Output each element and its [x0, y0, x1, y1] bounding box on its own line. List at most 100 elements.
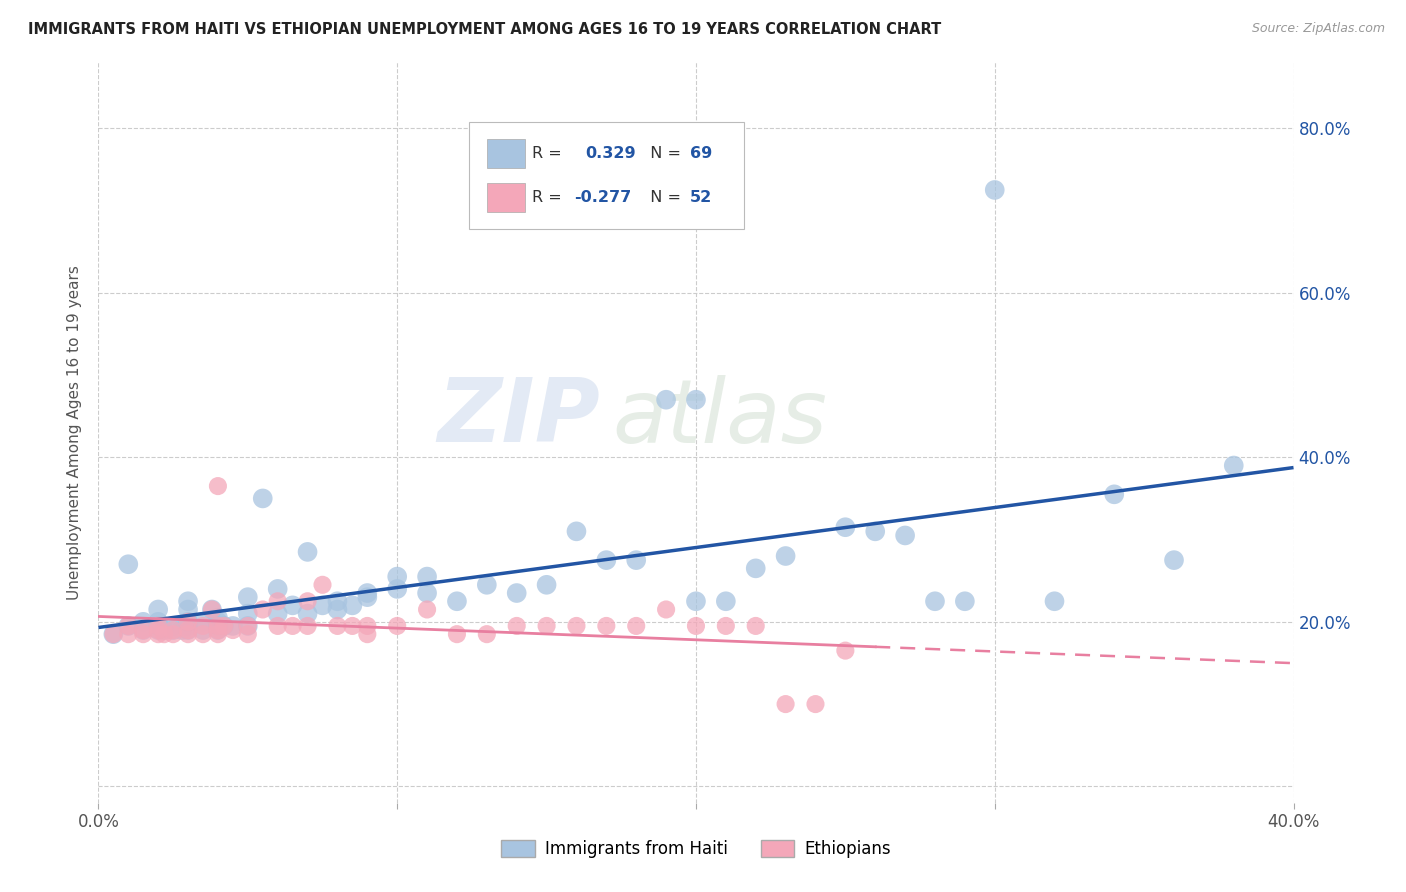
Point	[834, 643, 856, 657]
Point	[201, 602, 224, 616]
Point	[685, 392, 707, 407]
Point	[267, 594, 290, 608]
FancyBboxPatch shape	[486, 138, 524, 169]
Point	[506, 586, 529, 600]
Point	[191, 627, 214, 641]
Text: -0.277: -0.277	[574, 190, 631, 205]
Point	[297, 607, 319, 621]
Text: 0.329: 0.329	[585, 146, 636, 161]
Point	[236, 590, 259, 604]
Point	[191, 615, 214, 629]
Text: N =: N =	[640, 146, 686, 161]
Point	[326, 594, 349, 608]
Point	[212, 619, 235, 633]
Point	[172, 623, 194, 637]
Point	[267, 619, 290, 633]
Point	[416, 586, 439, 600]
Point	[536, 578, 558, 592]
Point	[1223, 458, 1246, 473]
Point	[207, 615, 229, 629]
Point	[207, 623, 229, 637]
Point	[191, 619, 214, 633]
Point	[775, 697, 797, 711]
Point	[894, 528, 917, 542]
Point	[446, 627, 468, 641]
Point	[475, 578, 498, 592]
Point	[1104, 487, 1126, 501]
Point	[714, 619, 737, 633]
Point	[685, 619, 707, 633]
Point	[865, 524, 887, 539]
Point	[153, 623, 176, 637]
Point	[207, 479, 229, 493]
Point	[281, 599, 304, 613]
Point	[281, 619, 304, 633]
Point	[222, 623, 245, 637]
Point	[475, 627, 498, 641]
Point	[506, 619, 529, 633]
Point	[297, 619, 319, 633]
Point	[103, 627, 125, 641]
Point	[207, 627, 229, 641]
Point	[834, 520, 856, 534]
Point	[162, 627, 184, 641]
Point	[342, 619, 364, 633]
Point	[356, 590, 378, 604]
Point	[153, 627, 176, 641]
Point	[655, 392, 678, 407]
Text: 52: 52	[690, 190, 713, 205]
Text: atlas: atlas	[613, 375, 827, 461]
Text: IMMIGRANTS FROM HAITI VS ETHIOPIAN UNEMPLOYMENT AMONG AGES 16 TO 19 YEARS CORREL: IMMIGRANTS FROM HAITI VS ETHIOPIAN UNEMP…	[28, 22, 942, 37]
Point	[207, 619, 229, 633]
Point	[311, 599, 333, 613]
Point	[177, 623, 200, 637]
Point	[385, 582, 409, 596]
Point	[297, 545, 319, 559]
Point	[342, 599, 364, 613]
Text: R =: R =	[533, 190, 572, 205]
Point	[177, 615, 200, 629]
Point	[177, 615, 200, 629]
Point	[177, 602, 200, 616]
Text: ZIP: ZIP	[437, 375, 600, 461]
Point	[416, 569, 439, 583]
Point	[207, 619, 229, 633]
Y-axis label: Unemployment Among Ages 16 to 19 years: Unemployment Among Ages 16 to 19 years	[67, 265, 83, 600]
Point	[267, 582, 290, 596]
Point	[655, 602, 678, 616]
Point	[191, 623, 214, 637]
Point	[984, 183, 1007, 197]
Point	[626, 553, 648, 567]
Point	[117, 627, 139, 641]
Point	[326, 602, 349, 616]
Point	[177, 619, 200, 633]
Point	[177, 623, 200, 637]
Point	[714, 594, 737, 608]
Point	[132, 623, 155, 637]
Point	[252, 602, 274, 616]
Point	[132, 623, 155, 637]
Point	[267, 607, 290, 621]
Point	[311, 578, 333, 592]
Text: R =: R =	[533, 146, 572, 161]
Point	[132, 615, 155, 629]
Point	[1163, 553, 1185, 567]
Point	[148, 623, 170, 637]
Point	[132, 627, 155, 641]
Point	[103, 627, 125, 641]
Point	[924, 594, 946, 608]
Point	[148, 602, 170, 616]
Text: Source: ZipAtlas.com: Source: ZipAtlas.com	[1251, 22, 1385, 36]
Point	[236, 607, 259, 621]
Point	[148, 623, 170, 637]
Point	[297, 594, 319, 608]
Point	[148, 627, 170, 641]
Point	[595, 553, 617, 567]
Point	[162, 623, 184, 637]
Point	[212, 619, 235, 633]
Point	[236, 627, 259, 641]
Point	[356, 619, 378, 633]
Point	[162, 619, 184, 633]
Point	[236, 619, 259, 633]
Point	[222, 619, 245, 633]
